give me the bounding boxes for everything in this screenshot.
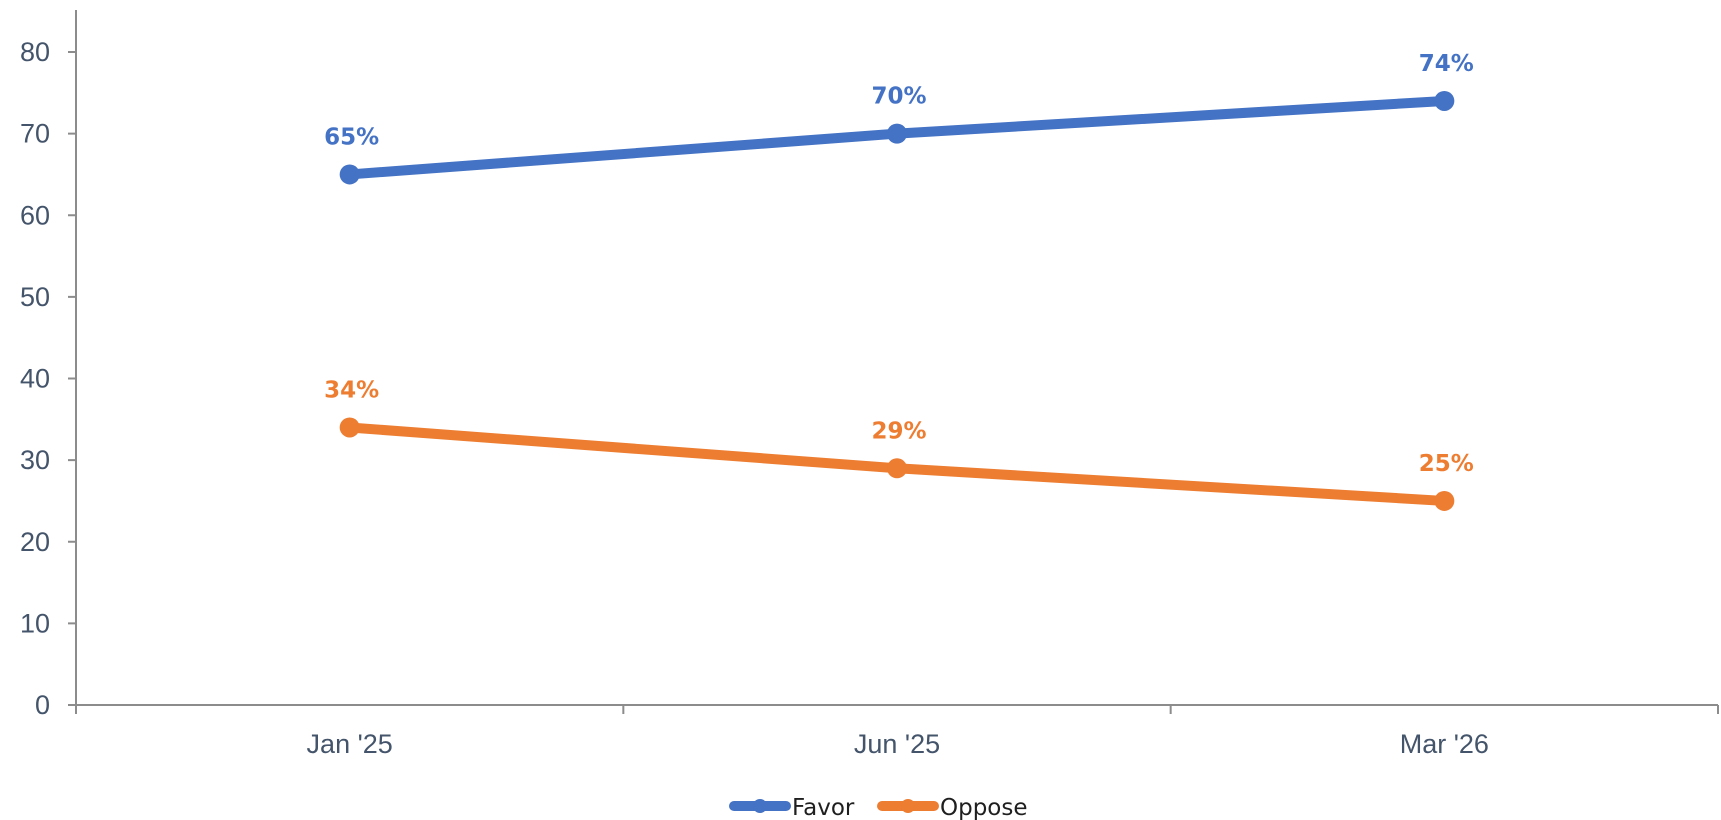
series-lines: [339, 90, 1455, 511]
data-point: [1434, 90, 1455, 111]
legend-label: Favor: [792, 795, 855, 820]
series-favor: [339, 90, 1455, 185]
legend-item-oppose: Oppose: [877, 795, 1028, 820]
x-tick-label: Jan '25: [307, 729, 393, 759]
legend: Favor Oppose: [729, 795, 1028, 820]
y-tick-label: 80: [20, 37, 50, 67]
y-tick-label: 30: [20, 445, 50, 475]
legend-swatch-marker: [753, 799, 767, 813]
y-tick-label: 20: [20, 527, 50, 557]
y-tick-label: 40: [20, 364, 50, 394]
y-tick-label: 60: [20, 200, 50, 230]
x-tick-label: Mar '26: [1400, 729, 1489, 759]
y-tick-label: 50: [20, 282, 50, 312]
legend-swatch-marker: [901, 799, 915, 813]
data-point: [339, 417, 360, 438]
data-point: [1434, 490, 1455, 511]
data-labels: 65% 70% 74% 34% 29% 25%: [324, 51, 1474, 477]
data-point: [887, 458, 907, 479]
legend-item-favor: Favor: [729, 795, 855, 820]
x-tick-label: Jun '25: [854, 729, 940, 759]
data-label: 25%: [1419, 451, 1474, 477]
data-label: 65%: [324, 124, 379, 150]
y-tick-label: 0: [35, 690, 50, 720]
data-label: 70%: [871, 84, 926, 110]
data-label: 74%: [1419, 51, 1474, 77]
data-label: 29%: [871, 418, 926, 444]
legend-label: Oppose: [940, 795, 1028, 820]
axes: 0 10 20 30 40 50 60 70 80 Jan '25 Jun '25 Mar '26: [20, 10, 1719, 759]
data-label: 34%: [324, 377, 379, 403]
series-oppose: [339, 417, 1455, 511]
data-point: [339, 164, 360, 185]
y-tick-label: 10: [20, 608, 50, 638]
y-tick-label: 70: [20, 119, 50, 149]
data-point: [887, 123, 907, 144]
